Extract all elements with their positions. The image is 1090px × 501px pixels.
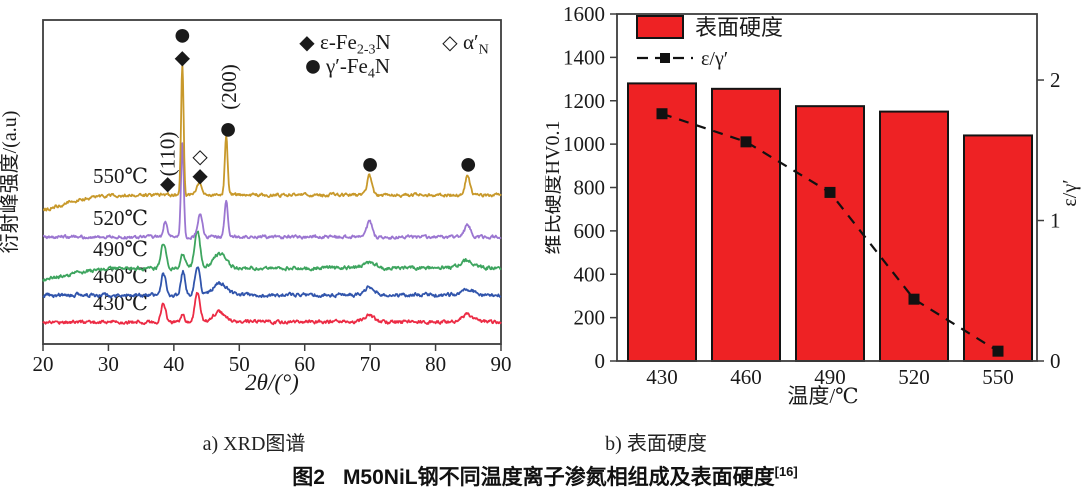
- legend-label: γ′-Fe4​N: [325, 54, 390, 82]
- figure-caption-ref: [16]: [774, 464, 798, 479]
- x-tick-label: 70: [360, 352, 381, 376]
- hardness-bar-460: [711, 87, 781, 363]
- right-axis-title: ε/γ′: [1059, 179, 1081, 206]
- trace-label-550℃: 550℃: [93, 164, 148, 188]
- filled-diamond-icon: ◆: [192, 163, 208, 187]
- hardness-bar-430: [627, 82, 697, 363]
- left-tick-label: 1200: [563, 89, 605, 113]
- xrd-trace-430℃: [42, 291, 502, 326]
- x-tick-label: 50: [229, 352, 250, 376]
- filled-circle-icon: ●: [362, 154, 378, 175]
- xrd-trace-550℃: [42, 62, 502, 212]
- category-label: 490: [814, 365, 846, 389]
- filled-circle-icon: ●: [220, 119, 236, 140]
- left-axis-title: 维氏硬度HV0.1: [545, 121, 564, 255]
- hardness-bar-490: [795, 105, 865, 362]
- x-axis-title: 2θ/(°): [245, 370, 299, 395]
- left-tick-label: 0: [595, 349, 606, 373]
- figure-caption: 图2 M50NiL钢不同温度离子渗氮相组成及表面硬度[16]: [292, 461, 798, 491]
- filled-diamond-icon: ◆: [175, 45, 191, 69]
- x-tick-label: 30: [98, 352, 119, 376]
- hardness-chart: 0 200 400 600 800 1000 1200 1400 1600 0 1 2 430 460 49…: [545, 2, 1081, 408]
- filled-diamond-icon: ◆: [160, 171, 176, 195]
- legend-line-label: ε/γ′: [701, 48, 728, 70]
- filled-circle-icon: ●: [175, 25, 191, 46]
- x-tick-label: 20: [33, 352, 54, 376]
- left-tick-label: 800: [574, 176, 606, 200]
- ratio-marker-460: [740, 136, 752, 148]
- category-label: 550: [982, 365, 1014, 389]
- figure-caption-prefix: 图2: [292, 466, 325, 489]
- open-diamond-icon: ◇: [192, 144, 208, 168]
- x-tick-label: 40: [163, 352, 184, 376]
- category-label: 520: [898, 365, 930, 389]
- filled-diamond-icon: ◆: [299, 30, 315, 54]
- xrd-plot-frame: [42, 19, 502, 345]
- y-axis-title: 衍射峰强度/(a.u): [0, 111, 21, 254]
- xrd-trace-520℃: [42, 142, 502, 240]
- peak-index-label: (110): [155, 132, 179, 177]
- panel-a-caption: a) XRD图谱: [202, 433, 306, 455]
- xrd-trace-490℃: [42, 230, 502, 282]
- ratio-marker-520: [908, 293, 920, 305]
- figure-caption-title: M50NiL钢不同温度离子渗氮相组成及表面硬度: [342, 466, 775, 489]
- hardness-bar-550: [963, 134, 1033, 362]
- left-tick-label: 1000: [563, 132, 605, 156]
- left-tick-label: 600: [574, 219, 606, 243]
- legend-label: α′N​: [463, 30, 489, 58]
- trace-label-520℃: 520℃: [93, 206, 148, 230]
- left-tick-label: 1600: [563, 2, 605, 26]
- left-tick-label: 1400: [563, 45, 605, 69]
- left-tick-label: 200: [574, 306, 606, 330]
- x-tick-label: 80: [425, 352, 446, 376]
- category-label: 460: [730, 365, 762, 389]
- filled-circle-icon: ●: [305, 56, 321, 77]
- legend-bar-label: 表面硬度: [695, 15, 783, 40]
- x-tick-label: 60: [294, 352, 315, 376]
- left-tick-label: 400: [574, 262, 606, 286]
- filled-circle-icon: ●: [460, 154, 476, 175]
- x-axis-title: 温度/℃: [787, 384, 858, 408]
- hardness-bar-520: [879, 110, 949, 362]
- ratio-marker-550: [992, 345, 1004, 357]
- right-tick-label: 2: [1050, 68, 1061, 92]
- xrd-trace-460℃: [42, 266, 502, 299]
- panel-b-caption: b) 表面硬度: [605, 433, 707, 455]
- legend-label: ε-Fe2-3​N: [320, 30, 391, 58]
- ratio-marker-490: [824, 186, 836, 198]
- xrd-chart: 20 30 40 50 60 70 80 902θ/(°)衍射峰强度/(a.u)430℃460…: [0, 19, 512, 395]
- category-label: 430: [646, 365, 678, 389]
- trace-label-490℃: 490℃: [93, 237, 148, 261]
- ratio-marker-430: [656, 108, 668, 120]
- x-tick-label: 90: [491, 352, 512, 376]
- peak-index-label: (200): [217, 64, 241, 110]
- open-diamond-icon: ◇: [442, 30, 458, 54]
- legend-line-marker: [660, 53, 670, 63]
- right-tick-label: 1: [1050, 209, 1061, 233]
- right-tick-label: 0: [1050, 349, 1061, 373]
- legend-bar-swatch: [636, 15, 684, 39]
